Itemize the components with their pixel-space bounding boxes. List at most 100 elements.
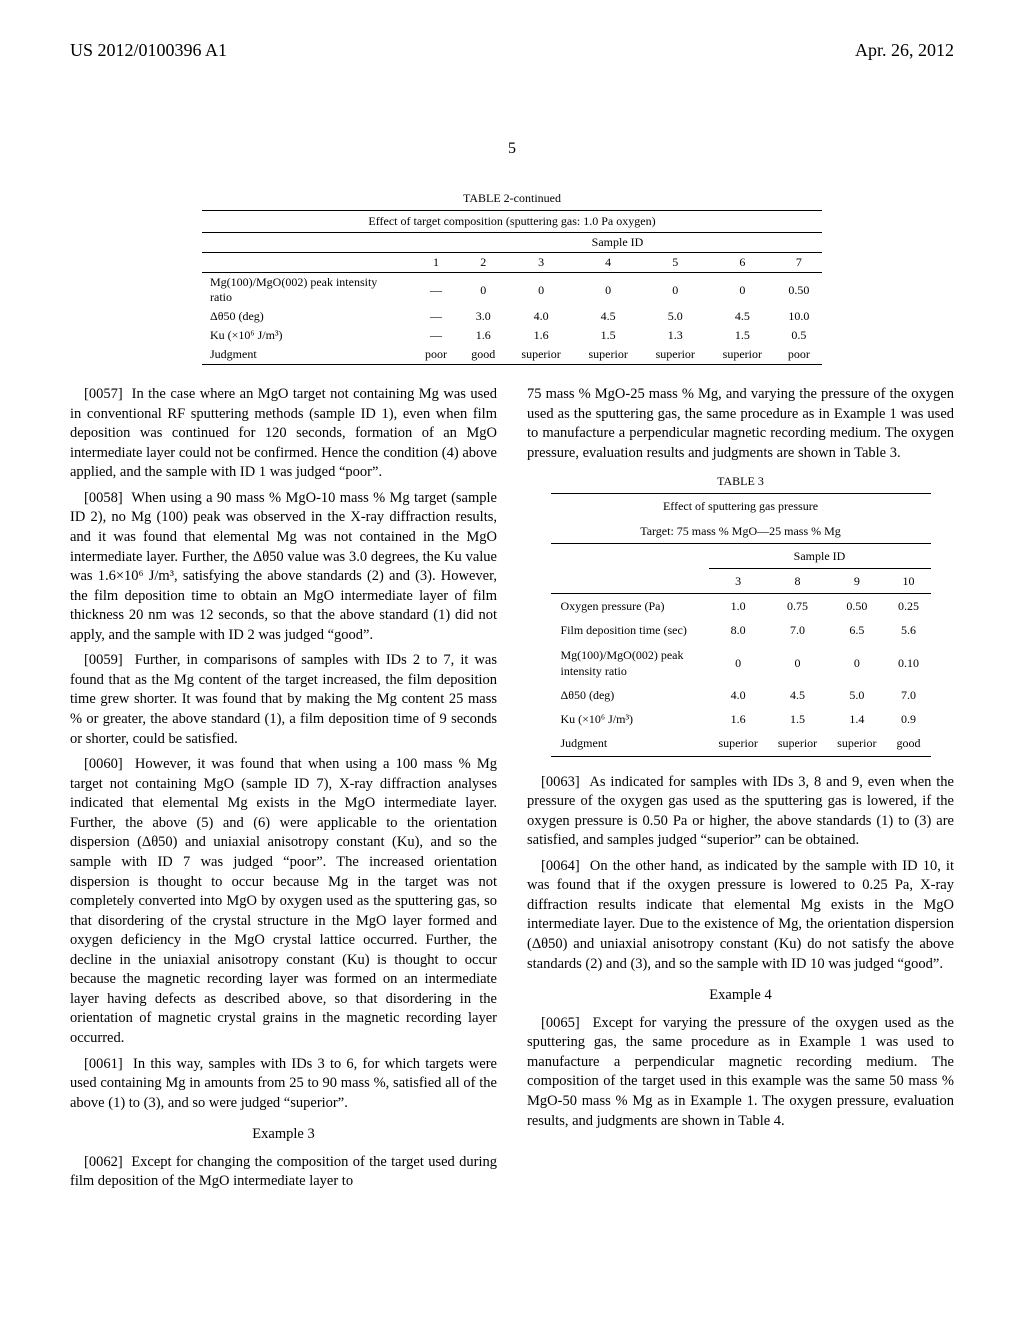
paragraph-number: [0057] bbox=[84, 386, 132, 402]
table-3-id: 8 bbox=[768, 569, 827, 594]
paragraph-number: [0063] bbox=[541, 774, 589, 790]
paragraph: [0063] As indicated for samples with IDs… bbox=[527, 773, 954, 851]
cell: 0 bbox=[575, 273, 642, 308]
cell: poor bbox=[413, 345, 459, 365]
paragraph-text: When using a 90 mass % MgO-10 mass % Mg … bbox=[70, 490, 497, 643]
cell: 1.6 bbox=[709, 707, 768, 731]
cell: 4.5 bbox=[768, 683, 827, 707]
table-2-sample-header: Sample ID bbox=[413, 233, 822, 253]
paragraph: [0064] On the other hand, as indicated b… bbox=[527, 857, 954, 974]
table-row: Judgmentpoorgoodsuperiorsuperiorsuperior… bbox=[202, 345, 822, 365]
paragraph-number: [0060] bbox=[84, 756, 135, 772]
cell: 0.75 bbox=[768, 594, 827, 619]
cell: 8.0 bbox=[709, 618, 768, 642]
paragraph-text: Except for varying the pressure of the o… bbox=[527, 1015, 954, 1129]
table-3-id: 9 bbox=[827, 569, 886, 594]
paragraph-number: [0061] bbox=[84, 1056, 133, 1072]
paragraph: [0059] Further, in comparisons of sample… bbox=[70, 651, 497, 749]
publication-date: Apr. 26, 2012 bbox=[855, 40, 954, 61]
table-3-id: 10 bbox=[887, 569, 931, 594]
table-row: Film deposition time (sec)8.07.06.55.6 bbox=[551, 618, 931, 642]
cell: 4.5 bbox=[575, 307, 642, 326]
cell: 7.0 bbox=[768, 618, 827, 642]
cell: 4.5 bbox=[709, 307, 776, 326]
paragraph-text: As indicated for samples with IDs 3, 8 a… bbox=[527, 774, 954, 849]
table-2-id: 4 bbox=[575, 253, 642, 273]
cell: 3.0 bbox=[459, 307, 508, 326]
table-2-id: 6 bbox=[709, 253, 776, 273]
cell: 0 bbox=[642, 273, 709, 308]
example-4-title: Example 4 bbox=[527, 986, 954, 1006]
cell: 5.0 bbox=[827, 683, 886, 707]
row-label: Δθ50 (deg) bbox=[202, 307, 413, 326]
page-header: US 2012/0100396 A1 Apr. 26, 2012 bbox=[70, 40, 954, 61]
paragraph-text: However, it was found that when using a … bbox=[70, 756, 497, 1046]
table-3-caption-1: Effect of sputtering gas pressure bbox=[551, 494, 931, 519]
row-label: Oxygen pressure (Pa) bbox=[551, 594, 709, 619]
cell: superior bbox=[642, 345, 709, 365]
table-3-title: TABLE 3 bbox=[551, 473, 931, 489]
table-2-id: 1 bbox=[413, 253, 459, 273]
cell: good bbox=[459, 345, 508, 365]
paragraph: [0060] However, it was found that when u… bbox=[70, 755, 497, 1048]
paragraph: [0062] Except for changing the compositi… bbox=[70, 1153, 497, 1192]
cell: 0 bbox=[709, 643, 768, 683]
row-label: Ku (×10⁶ J/m³) bbox=[551, 707, 709, 731]
cell: 4.0 bbox=[709, 683, 768, 707]
table-3-sample-header: Sample ID bbox=[709, 543, 931, 568]
paragraph-text: In the case where an MgO target not cont… bbox=[70, 386, 497, 480]
paragraph: [0061] In this way, samples with IDs 3 t… bbox=[70, 1055, 497, 1114]
publication-number: US 2012/0100396 A1 bbox=[70, 40, 227, 61]
cell: 0.25 bbox=[887, 594, 931, 619]
left-column: [0057] In the case where an MgO target n… bbox=[70, 385, 497, 1198]
table-2-caption: Effect of target composition (sputtering… bbox=[202, 211, 822, 233]
table-2-id: 2 bbox=[459, 253, 508, 273]
paragraph-text: On the other hand, as indicated by the s… bbox=[527, 858, 954, 972]
paragraph: [0065] Except for varying the pressure o… bbox=[527, 1014, 954, 1131]
table-2-id: 5 bbox=[642, 253, 709, 273]
cell: 1.6 bbox=[459, 326, 508, 345]
right-column: 75 mass % MgO-25 mass % Mg, and varying … bbox=[527, 385, 954, 1198]
table-row: Ku (×10⁶ J/m³)1.61.51.40.9 bbox=[551, 707, 931, 731]
cell: 5.6 bbox=[887, 618, 931, 642]
row-label: Judgment bbox=[202, 345, 413, 365]
row-label: Δθ50 (deg) bbox=[551, 683, 709, 707]
cell: 1.3 bbox=[642, 326, 709, 345]
cell: — bbox=[413, 273, 459, 308]
paragraph: [0057] In the case where an MgO target n… bbox=[70, 385, 497, 483]
page-number: 5 bbox=[0, 140, 1024, 158]
cell: 1.0 bbox=[709, 594, 768, 619]
table-row: Ku (×10⁶ J/m³)—1.61.61.51.31.50.5 bbox=[202, 326, 822, 345]
cell: 0 bbox=[508, 273, 575, 308]
paragraph-number: [0062] bbox=[84, 1154, 131, 1170]
cell: 5.0 bbox=[642, 307, 709, 326]
table-2-ids-row: 1 2 3 4 5 6 7 bbox=[202, 253, 822, 273]
cell: superior bbox=[768, 731, 827, 756]
table-2-title: TABLE 2-continued bbox=[202, 191, 822, 206]
cell: 1.5 bbox=[768, 707, 827, 731]
cell: 0.50 bbox=[827, 594, 886, 619]
cell: 4.0 bbox=[508, 307, 575, 326]
cell: 0 bbox=[459, 273, 508, 308]
cell: 1.5 bbox=[575, 326, 642, 345]
cell: superior bbox=[508, 345, 575, 365]
table-row: Δθ50 (deg)4.04.55.07.0 bbox=[551, 683, 931, 707]
cell: 0.9 bbox=[887, 707, 931, 731]
paragraph: 75 mass % MgO-25 mass % Mg, and varying … bbox=[527, 385, 954, 463]
cell: — bbox=[413, 326, 459, 345]
cell: — bbox=[413, 307, 459, 326]
cell: 0 bbox=[709, 273, 776, 308]
two-column-body: [0057] In the case where an MgO target n… bbox=[70, 385, 954, 1198]
row-label: Mg(100)/MgO(002) peak intensity ratio bbox=[551, 643, 709, 683]
paragraph-number: [0065] bbox=[541, 1015, 593, 1031]
table-row: Judgmentsuperiorsuperiorsuperiorgood bbox=[551, 731, 931, 756]
table-row: Mg(100)/MgO(002) peak intensity ratio—00… bbox=[202, 273, 822, 308]
table-row: Mg(100)/MgO(002) peak intensity ratio000… bbox=[551, 643, 931, 683]
cell: 6.5 bbox=[827, 618, 886, 642]
cell: 0.50 bbox=[776, 273, 822, 308]
cell: superior bbox=[575, 345, 642, 365]
cell: 1.6 bbox=[508, 326, 575, 345]
table-2-id: 7 bbox=[776, 253, 822, 273]
table-row: Oxygen pressure (Pa)1.00.750.500.25 bbox=[551, 594, 931, 619]
table-2-continued: TABLE 2-continued Effect of target compo… bbox=[202, 191, 822, 365]
